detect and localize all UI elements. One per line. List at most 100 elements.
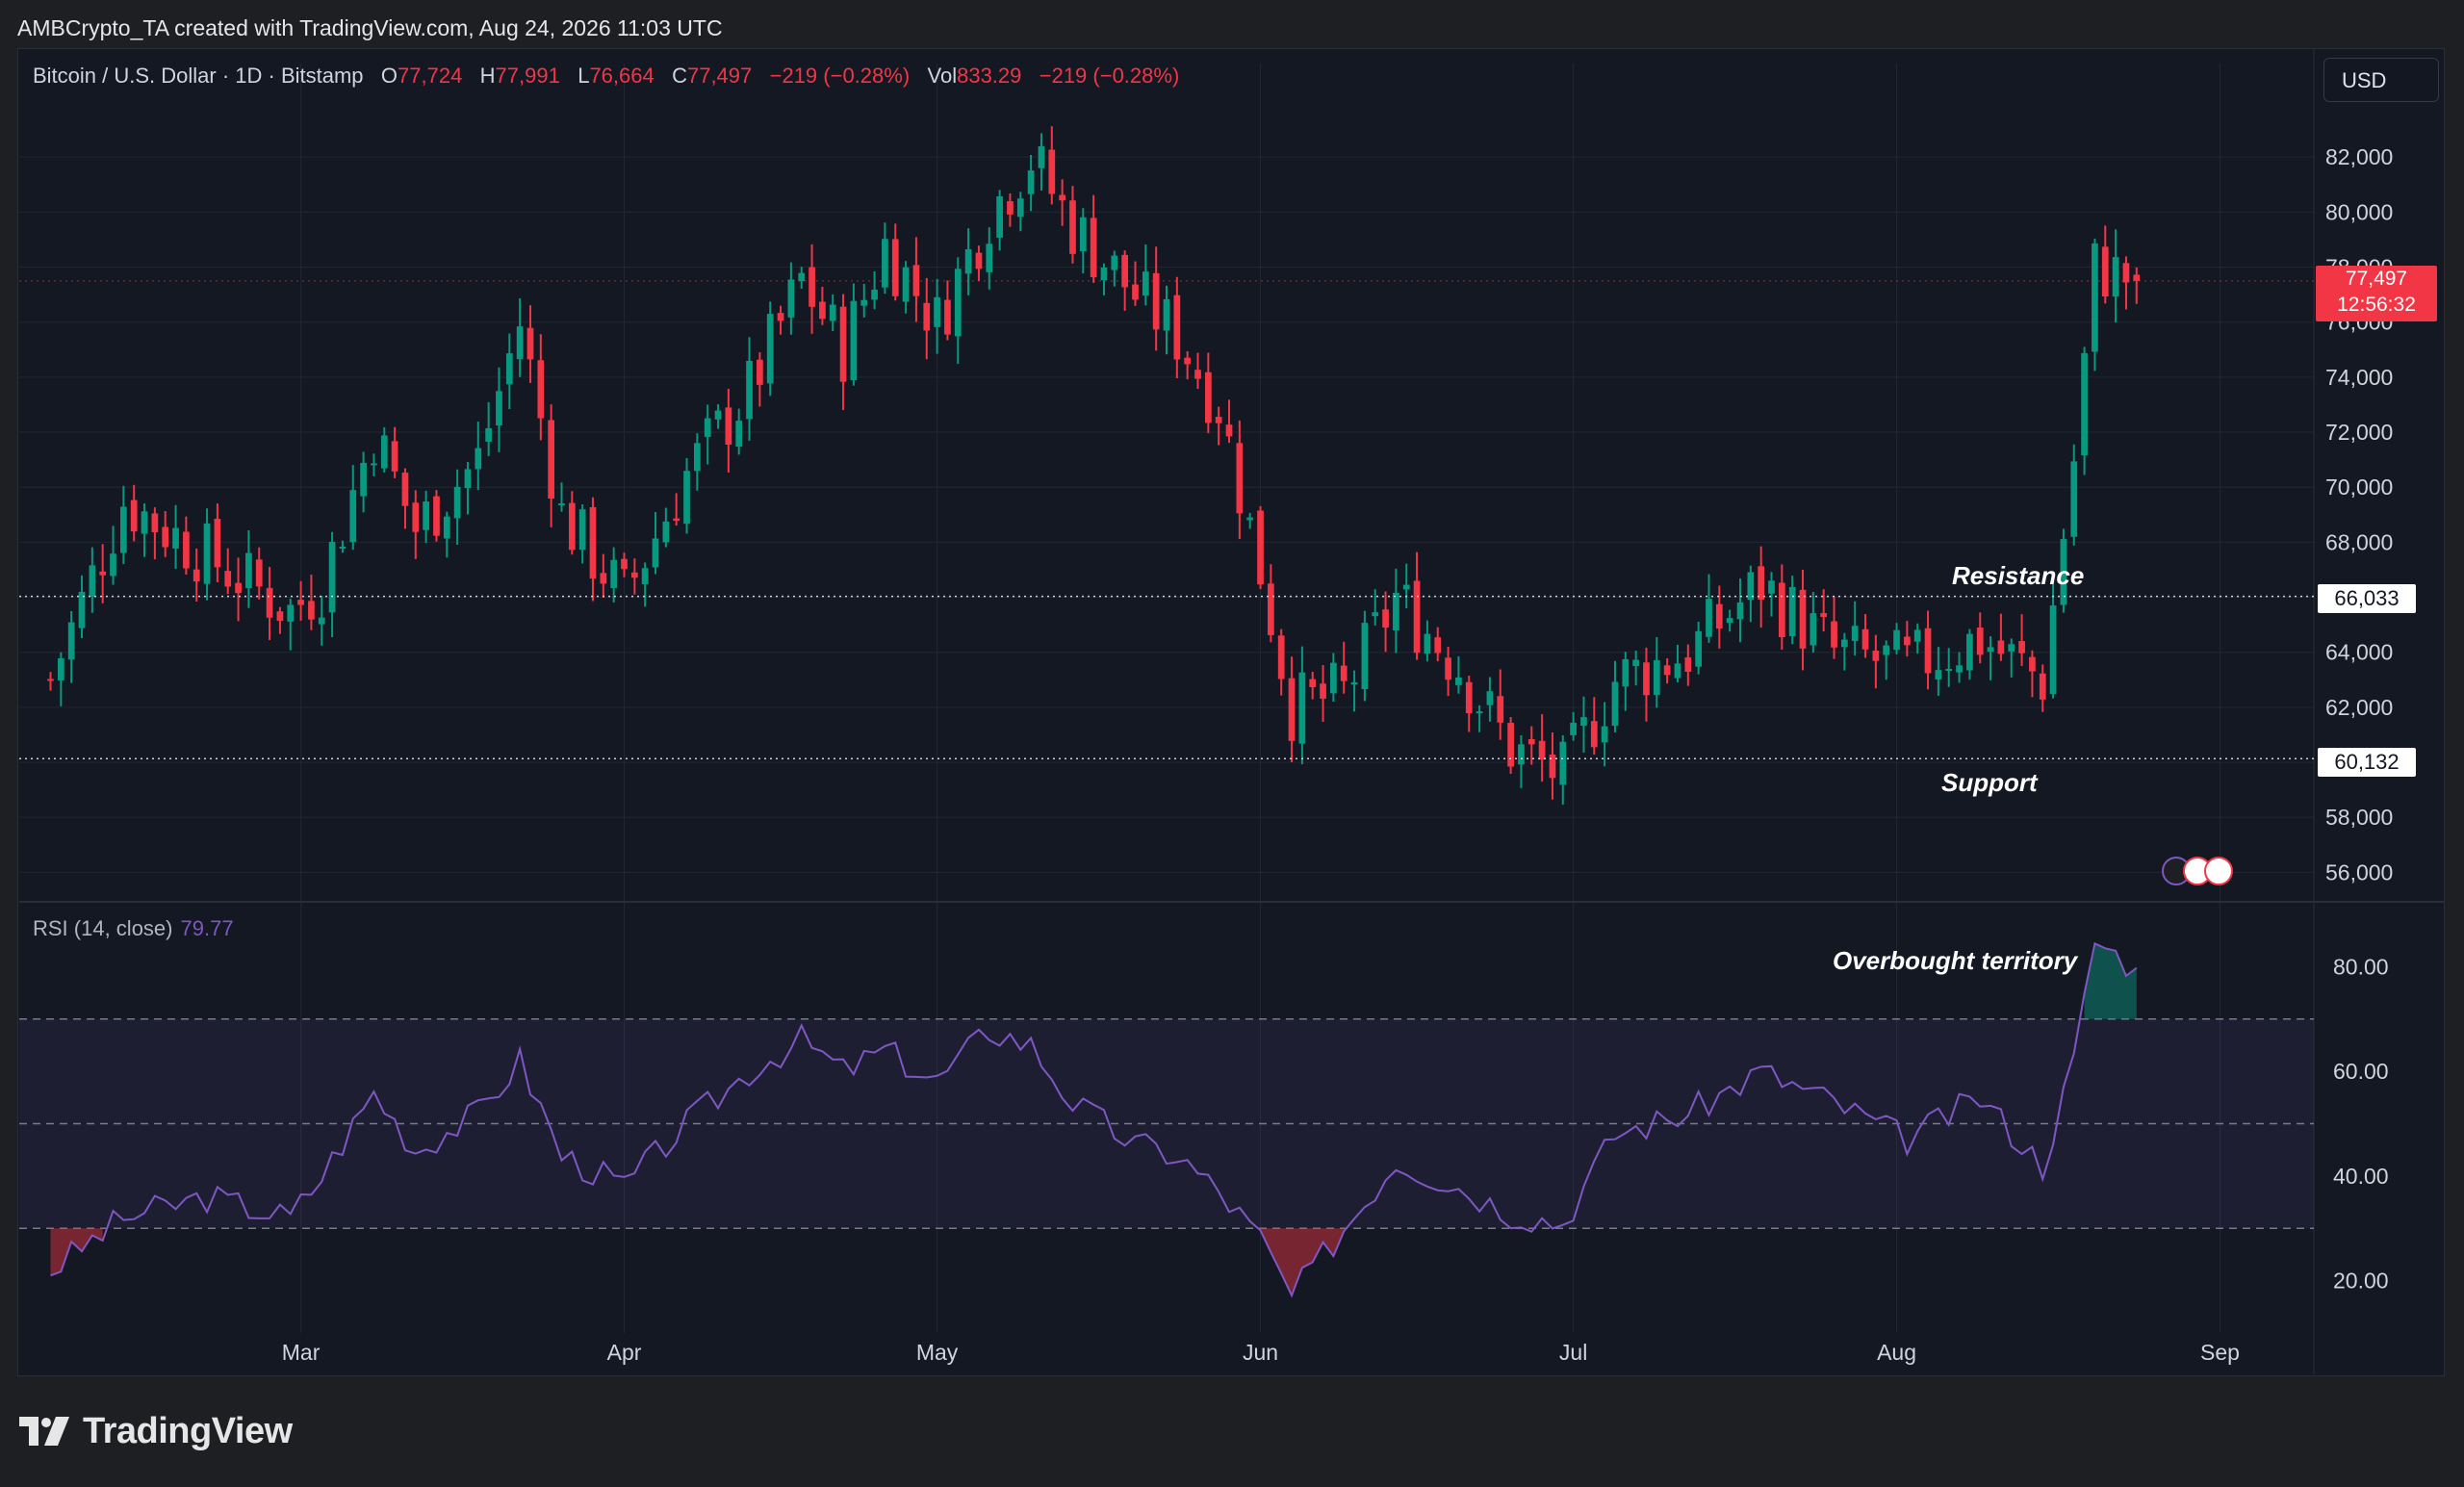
- candle-body: [1225, 424, 1233, 437]
- candle-body: [1142, 271, 1149, 296]
- candle-body: [423, 501, 429, 530]
- candle-body: [99, 571, 107, 576]
- rsi-line: [50, 941, 2138, 1298]
- volume-value: 833.29: [957, 64, 1022, 88]
- candle-body: [1758, 566, 1765, 600]
- time-tick-label: Aug: [1877, 1340, 1916, 1365]
- candle-body: [1445, 657, 1451, 680]
- candle-body: [328, 541, 336, 613]
- resistance-price-tag: 66,033: [2318, 584, 2416, 613]
- candle-body: [798, 272, 806, 282]
- rsi-title: RSI (14, close): [33, 916, 173, 940]
- candle-body: [1987, 647, 1994, 653]
- candle-body: [1590, 721, 1598, 748]
- us-flag-icon[interactable]: [2204, 857, 2233, 885]
- candle-body: [1361, 623, 1369, 690]
- candle-body: [1079, 217, 1087, 252]
- support-label: Support: [1941, 768, 2038, 797]
- candle-body: [683, 471, 690, 525]
- candle-body: [1570, 722, 1577, 735]
- open-label: O: [380, 64, 398, 88]
- candle-body: [380, 435, 388, 469]
- candle-body: [2008, 644, 2015, 652]
- candle-body: [496, 391, 502, 426]
- candle-body: [1893, 629, 1900, 651]
- candle-body: [902, 267, 910, 302]
- logo-text: TradingView: [83, 1410, 293, 1451]
- rsi-tick-label: 20.00: [2333, 1269, 2389, 1294]
- price-tick-label: 58,000: [2325, 805, 2393, 830]
- candle-body: [1455, 677, 1462, 685]
- candle-body: [986, 244, 993, 272]
- candle-body: [1382, 609, 1389, 628]
- candle-body: [1277, 635, 1285, 679]
- change-value: −219 (−0.28%): [769, 64, 911, 88]
- candle-body: [558, 502, 565, 505]
- candle-body: [746, 360, 753, 420]
- candle-body: [2039, 673, 2046, 700]
- candle-body: [1507, 723, 1514, 767]
- candle-body: [371, 463, 377, 466]
- candle-body: [777, 313, 784, 321]
- candle-body: [2133, 274, 2141, 281]
- candle-body: [1643, 662, 1650, 696]
- candle-body: [464, 469, 472, 489]
- price-tick-label: 80,000: [2325, 199, 2393, 224]
- overbought-label: Overbought territory: [1833, 946, 2078, 975]
- candle-body: [996, 195, 1003, 238]
- candle-body: [1372, 612, 1379, 617]
- candle-body: [192, 569, 200, 582]
- candle-body: [308, 601, 315, 620]
- candle-body: [1788, 586, 1796, 637]
- currency-button[interactable]: USD: [2323, 58, 2439, 102]
- candle-body: [1518, 744, 1525, 765]
- candle-body: [1945, 668, 1953, 671]
- candle-body: [1653, 659, 1660, 696]
- candle-body: [2122, 263, 2130, 283]
- candle-body: [1402, 584, 1410, 590]
- candle-body: [255, 559, 263, 587]
- candle-body: [485, 427, 492, 442]
- time-tick-label: Jun: [1243, 1340, 1278, 1365]
- candle-body: [1872, 651, 1880, 661]
- rsi-axis: 80.00 60.00 40.00 20.00: [2333, 954, 2389, 1293]
- candle-body: [172, 527, 179, 549]
- time-tick-label: Mar: [282, 1340, 321, 1365]
- candle-body: [1799, 589, 1807, 649]
- candle-body: [1007, 201, 1014, 215]
- candle-body: [1236, 443, 1244, 514]
- candle-body: [975, 252, 983, 269]
- candle-body: [1580, 717, 1587, 727]
- price-tick-label: 82,000: [2325, 144, 2393, 169]
- candle-body: [2081, 352, 2088, 456]
- candle-body: [1309, 679, 1317, 687]
- rsi-tick-label: 80.00: [2333, 954, 2389, 979]
- candle-body: [1424, 633, 1431, 654]
- candle-body: [360, 462, 367, 497]
- candle-body: [954, 269, 962, 337]
- candle-body: [1100, 267, 1108, 281]
- low-value: 76,664: [589, 64, 654, 88]
- event-markers[interactable]: [2162, 857, 2233, 885]
- candle-body: [2070, 461, 2078, 537]
- chart-credit: AMBCrypto_TA created with TradingView.co…: [17, 15, 723, 40]
- candle-body: [1810, 613, 1817, 646]
- candle-body: [850, 300, 858, 381]
- candle-body: [2018, 641, 2025, 654]
- candle-body: [1632, 659, 1639, 667]
- candle-body: [266, 587, 273, 618]
- candle-body: [1736, 602, 1744, 620]
- candle-body: [433, 496, 440, 536]
- candle-body: [1111, 255, 1118, 270]
- candle-body: [1152, 272, 1160, 330]
- candle-body: [1288, 678, 1296, 741]
- candle-body: [2112, 257, 2119, 297]
- candle-body: [151, 513, 159, 532]
- candle-body: [1215, 417, 1222, 423]
- candle-body: [453, 486, 461, 519]
- candle-body: [1715, 603, 1723, 629]
- candle-body: [1935, 670, 1942, 679]
- candle-body: [1768, 580, 1775, 594]
- candle-body: [443, 516, 450, 539]
